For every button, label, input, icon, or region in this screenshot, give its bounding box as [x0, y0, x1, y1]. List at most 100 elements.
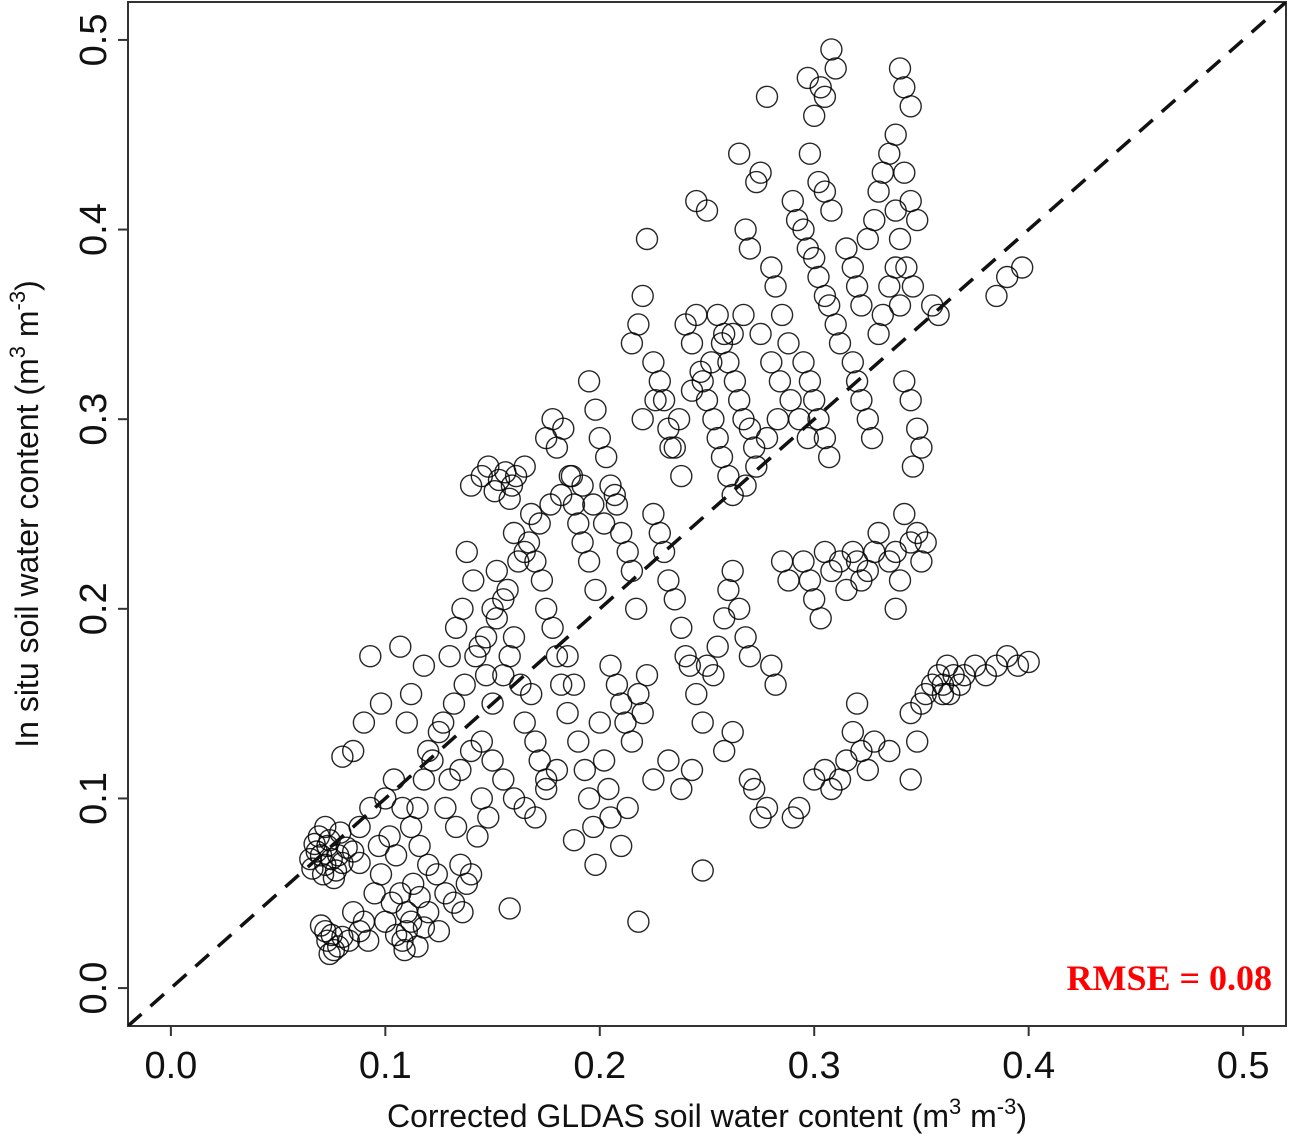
data-point	[755, 426, 779, 450]
data-point	[820, 199, 843, 222]
data-point	[597, 777, 620, 801]
data-point	[738, 237, 762, 260]
data-point	[734, 626, 757, 649]
data-point	[605, 493, 629, 516]
data-point	[770, 303, 794, 327]
data-point	[616, 796, 639, 820]
data-point	[535, 597, 558, 620]
data-point	[524, 730, 547, 753]
data-point	[888, 57, 912, 80]
data-point	[728, 389, 751, 412]
data-point	[577, 370, 601, 393]
data-point	[421, 749, 444, 772]
data-point	[517, 531, 541, 554]
data-point	[391, 796, 414, 820]
data-point	[324, 859, 348, 882]
data-point	[792, 218, 815, 241]
data-point	[657, 569, 680, 592]
data-point	[888, 294, 912, 317]
data-point	[835, 237, 858, 260]
data-point	[906, 521, 929, 545]
data-point	[625, 597, 648, 620]
data-point	[474, 664, 498, 687]
data-point	[927, 664, 950, 687]
data-point	[841, 351, 864, 374]
data-point	[327, 935, 350, 958]
data-point	[710, 445, 734, 469]
data-point	[985, 284, 1008, 308]
data-point	[389, 635, 412, 658]
data-point	[391, 929, 414, 952]
data-point	[412, 768, 436, 791]
data-point	[369, 692, 393, 715]
data-point	[389, 882, 412, 905]
data-point	[470, 787, 493, 810]
data-point	[513, 711, 536, 734]
x-axis: 0.0 0.1 0.2 0.3 0.4 0.5	[144, 1026, 1270, 1087]
data-point	[841, 720, 864, 744]
data-point	[867, 180, 890, 203]
data-point	[582, 815, 605, 839]
data-point	[417, 853, 440, 876]
data-point	[399, 682, 423, 706]
data-point	[444, 815, 468, 839]
data-point	[884, 123, 907, 146]
data-point	[910, 692, 933, 715]
data-point	[359, 645, 382, 668]
data-point	[1017, 650, 1040, 674]
data-point	[695, 199, 719, 222]
data-point	[481, 749, 504, 772]
data-point	[408, 885, 431, 909]
data-point	[635, 227, 659, 251]
data-point	[884, 597, 907, 620]
data-point	[788, 796, 811, 820]
data-point	[648, 521, 671, 545]
data-point	[627, 682, 650, 706]
data-point	[395, 711, 418, 734]
data-point	[734, 474, 757, 497]
data-point	[1006, 654, 1030, 677]
data-point	[562, 829, 586, 852]
data-point	[884, 540, 907, 564]
data-point	[455, 540, 478, 564]
data-point	[732, 408, 755, 431]
data-point	[706, 635, 729, 658]
data-point	[713, 322, 736, 346]
data-point	[588, 711, 611, 734]
data-point	[314, 920, 337, 943]
data-point	[427, 720, 451, 744]
data-point	[824, 313, 847, 336]
data-point	[620, 332, 644, 355]
data-point	[888, 227, 912, 251]
x-tick-label: 0.5	[1217, 1045, 1270, 1087]
data-point	[642, 502, 665, 526]
data-point	[713, 607, 736, 630]
data-point	[678, 654, 701, 677]
data-point	[921, 294, 944, 317]
points-layer	[299, 38, 1040, 966]
data-point	[582, 493, 605, 516]
data-point	[798, 569, 822, 592]
data-point	[567, 730, 590, 753]
data-point	[813, 85, 837, 109]
data-point	[785, 208, 809, 232]
data-point	[760, 256, 783, 279]
data-point	[828, 550, 852, 573]
data-point	[382, 768, 406, 791]
data-point	[803, 104, 826, 128]
data-point	[642, 768, 665, 791]
data-point	[738, 768, 762, 791]
data-point	[444, 616, 468, 639]
data-point	[406, 935, 429, 958]
data-point	[670, 777, 693, 801]
x-tick-label: 0.0	[144, 1045, 197, 1087]
data-point	[807, 170, 830, 194]
data-point	[1011, 256, 1034, 279]
data-point	[680, 758, 704, 782]
data-point	[620, 730, 644, 753]
data-point	[610, 834, 633, 858]
data-point	[792, 550, 815, 573]
data-point	[588, 426, 611, 450]
data-point	[425, 863, 448, 886]
data-point	[743, 777, 766, 801]
